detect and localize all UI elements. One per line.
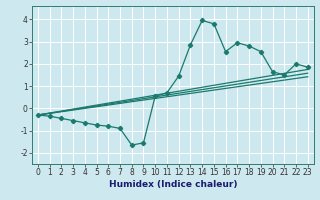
- X-axis label: Humidex (Indice chaleur): Humidex (Indice chaleur): [108, 180, 237, 189]
